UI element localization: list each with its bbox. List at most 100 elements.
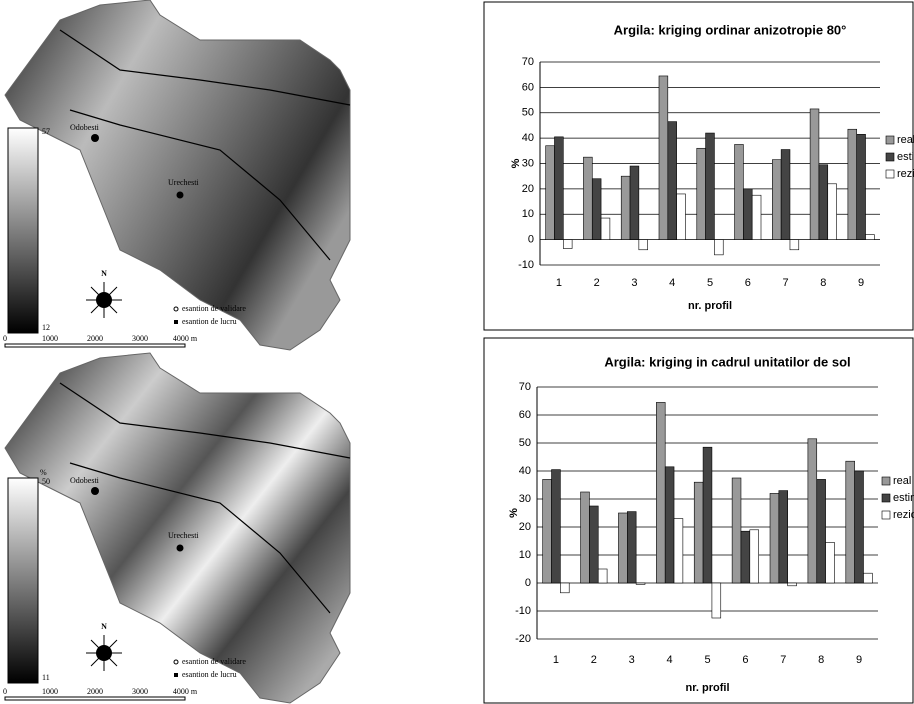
point-symbol xyxy=(174,673,178,677)
x-tick-label: 7 xyxy=(782,277,788,289)
legend-swatch xyxy=(882,477,890,485)
bar xyxy=(750,530,759,583)
bar xyxy=(621,176,630,239)
town xyxy=(91,487,99,495)
bar xyxy=(714,240,723,255)
point-symbol xyxy=(174,307,178,311)
bar xyxy=(668,122,677,240)
bar xyxy=(703,447,712,583)
bar xyxy=(636,583,645,584)
scale-label: 1000 xyxy=(42,687,58,696)
legend-max: 50 xyxy=(42,477,50,486)
x-tick-label: 9 xyxy=(858,277,864,289)
scale-bar xyxy=(5,697,185,700)
bar xyxy=(563,240,572,249)
bar xyxy=(543,479,552,583)
x-tick-label: 7 xyxy=(780,654,786,666)
x-tick-label: 5 xyxy=(707,277,713,289)
town xyxy=(177,192,184,199)
y-tick-label: 30 xyxy=(522,157,534,169)
bar xyxy=(639,240,648,250)
town xyxy=(177,545,184,552)
point-label: esantion de validare xyxy=(182,657,246,666)
legend-unit: % xyxy=(40,468,47,477)
bar xyxy=(857,134,866,239)
point-label: esantion de lucru xyxy=(182,670,237,679)
bar xyxy=(659,76,668,240)
bar xyxy=(674,519,683,583)
y-tick-label: 30 xyxy=(519,493,531,505)
bar xyxy=(848,129,857,239)
legend-swatch xyxy=(886,136,894,144)
bar xyxy=(770,493,779,583)
chart-title: Argila: kriging in cadrul unitatilor de … xyxy=(604,354,850,369)
bar xyxy=(697,148,706,239)
x-tick-label: 5 xyxy=(704,654,710,666)
y-tick-label: 40 xyxy=(522,132,534,144)
bar xyxy=(828,184,837,240)
x-tick-label: 1 xyxy=(556,277,562,289)
legend-swatch xyxy=(886,170,894,178)
bar xyxy=(560,583,569,593)
y-tick-label: 0 xyxy=(525,577,531,589)
y-tick-label: 40 xyxy=(519,465,531,477)
bar xyxy=(677,194,686,240)
bar xyxy=(732,478,741,583)
legend-label: reziduuri xyxy=(897,168,914,180)
scale-label: 3000 xyxy=(132,334,148,343)
legend-label: real xyxy=(897,134,914,146)
place-label: Odobesti xyxy=(70,123,100,132)
y-tick-label: -10 xyxy=(518,259,534,271)
x-tick-label: 9 xyxy=(856,654,862,666)
y-tick-label: 20 xyxy=(519,521,531,533)
page: OdobestiUrechesti5712Nesantion de valida… xyxy=(0,0,914,704)
bar xyxy=(808,439,817,583)
y-tick-label: 20 xyxy=(522,183,534,195)
compass-rose xyxy=(86,635,122,671)
legend-label: reziduuri xyxy=(893,509,914,521)
y-tick-label: 10 xyxy=(522,208,534,220)
bar xyxy=(656,402,665,583)
bar xyxy=(810,109,819,240)
x-tick-label: 6 xyxy=(742,654,748,666)
place-label: Urechesti xyxy=(168,531,199,540)
town xyxy=(91,134,99,142)
y-tick-label: 0 xyxy=(528,234,534,246)
bar xyxy=(592,179,601,240)
y-tick-label: 10 xyxy=(519,549,531,561)
place-label: Odobesti xyxy=(70,476,100,485)
bar xyxy=(743,189,752,240)
point-label: esantion de lucru xyxy=(182,317,237,326)
y-tick-label: 60 xyxy=(522,81,534,93)
legend-label: estimat xyxy=(893,492,914,504)
x-tick-label: 3 xyxy=(629,654,635,666)
y-tick-label: -20 xyxy=(515,633,531,645)
y-tick-label: 70 xyxy=(522,56,534,68)
y-axis-label: % xyxy=(510,158,522,168)
scale-label: 1000 xyxy=(42,334,58,343)
map: OdobestiUrechesti%5011Nesantion de valid… xyxy=(3,353,350,703)
bar xyxy=(665,467,674,583)
scale-bar xyxy=(5,344,185,347)
y-tick-label: 60 xyxy=(519,409,531,421)
bar xyxy=(817,479,826,583)
scale-label: 2000 xyxy=(87,334,103,343)
scale-label: 4000 m xyxy=(173,334,198,343)
x-axis-label: nr. profil xyxy=(688,300,732,312)
y-tick-label: -10 xyxy=(515,605,531,617)
bar xyxy=(601,218,610,240)
bar xyxy=(554,137,563,240)
bar xyxy=(866,235,875,240)
scale-label: 2000 xyxy=(87,687,103,696)
bar xyxy=(712,583,721,618)
scale-label: 0 xyxy=(3,687,7,696)
chart-title: Argila: kriging ordinar anizotropie 80° xyxy=(614,22,847,37)
bar xyxy=(790,240,799,250)
y-tick-label: 50 xyxy=(519,437,531,449)
legend-swatch xyxy=(882,494,890,502)
bar xyxy=(598,569,607,583)
bar xyxy=(779,491,788,583)
north: N xyxy=(101,269,107,278)
bar xyxy=(846,461,855,583)
